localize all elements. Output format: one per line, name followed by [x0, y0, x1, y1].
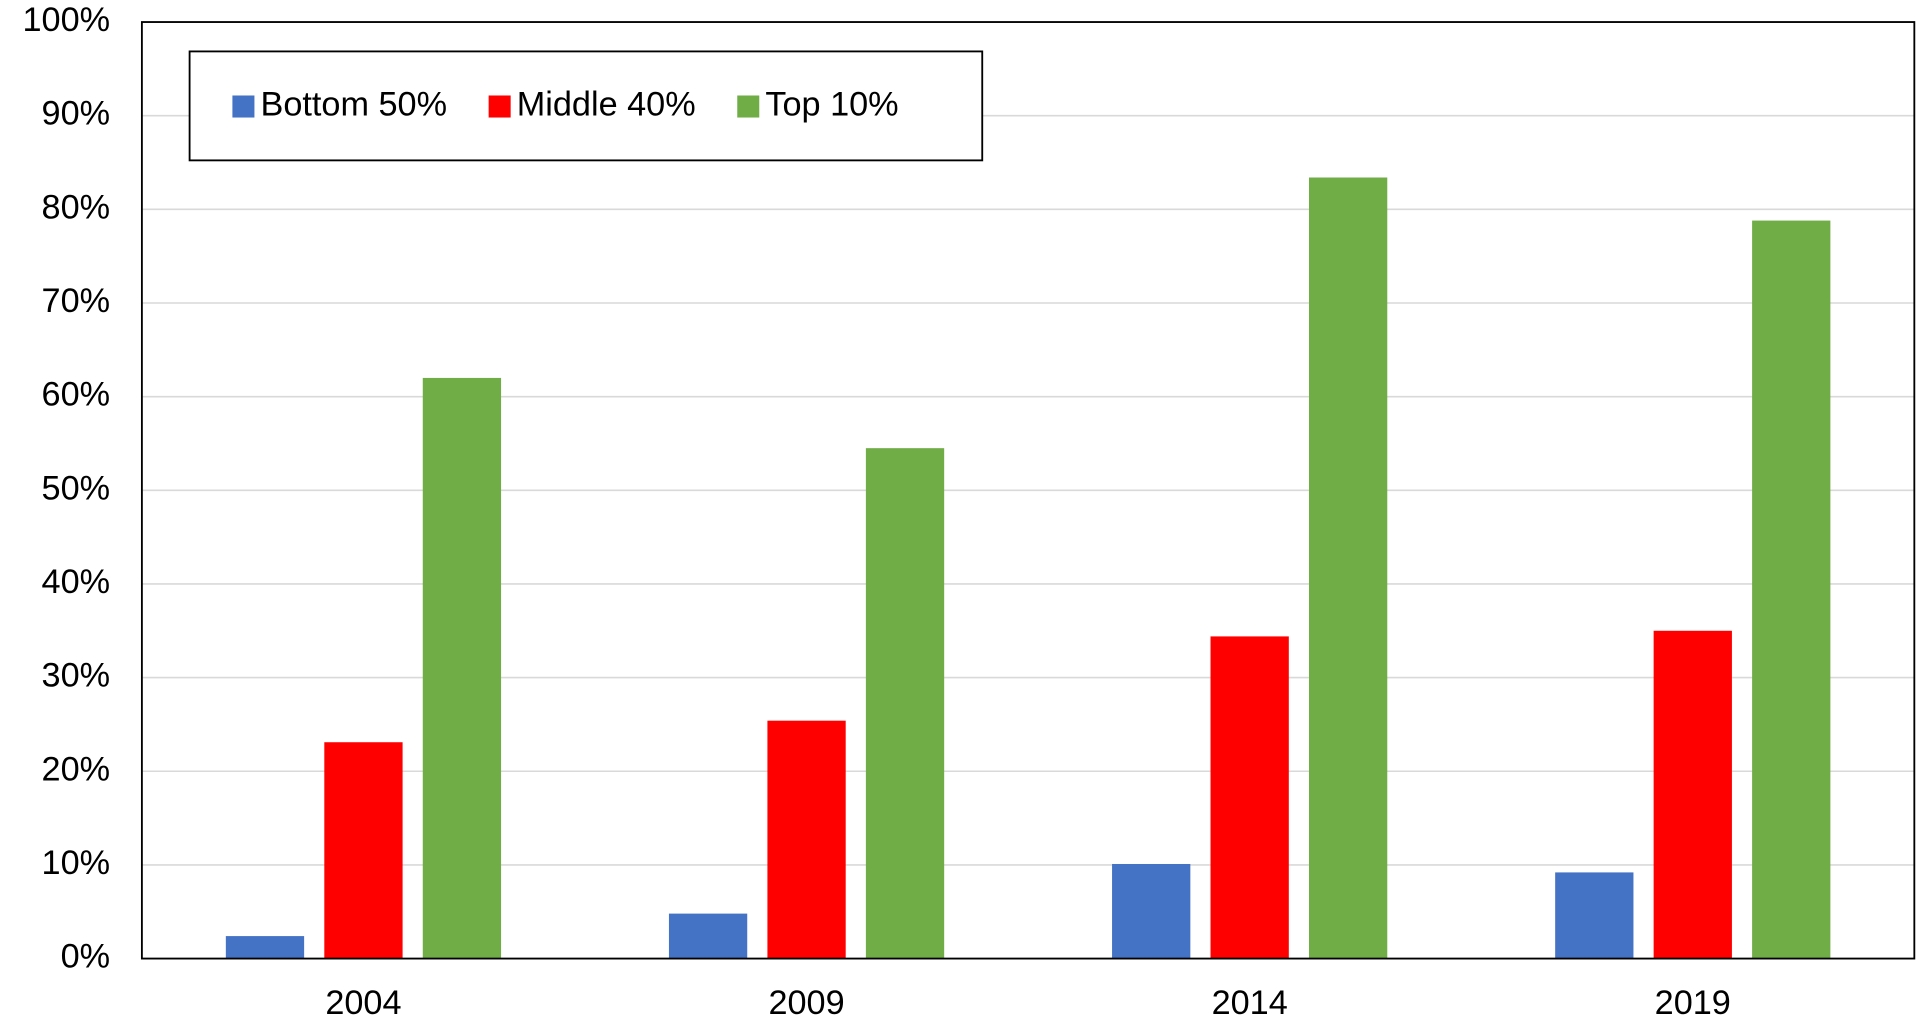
legend-label: Middle 40% — [517, 86, 696, 124]
legend: Bottom 50% Middle 40% Top 10% — [188, 50, 984, 162]
bar — [324, 742, 403, 959]
y-tick-label: 30% — [42, 657, 111, 695]
bar — [1752, 220, 1831, 959]
legend-swatch — [232, 95, 255, 118]
y-tick-label: 50% — [42, 469, 111, 507]
y-tick-label: 70% — [42, 282, 111, 320]
y-tick-label: 10% — [42, 844, 111, 882]
bar — [767, 720, 846, 959]
x-tick-label: 2019 — [1655, 984, 1731, 1021]
legend-swatch — [737, 95, 760, 118]
bar — [422, 377, 502, 959]
plot-frame — [140, 21, 1916, 960]
y-tick-label: 40% — [42, 563, 111, 601]
bar — [668, 913, 748, 959]
y-tick-label: 0% — [61, 938, 110, 976]
bar — [1653, 630, 1732, 959]
legend-label: Top 10% — [765, 86, 898, 124]
x-tick-label: 2009 — [768, 984, 844, 1021]
bar — [225, 936, 305, 959]
x-tick-label: 2004 — [325, 984, 401, 1021]
bar — [865, 448, 945, 959]
y-tick-label: 90% — [42, 95, 111, 133]
legend-swatch — [488, 95, 511, 118]
legend-box — [188, 50, 984, 162]
bar — [1308, 177, 1388, 959]
x-tick-label: 2014 — [1212, 984, 1288, 1021]
legend-label: Bottom 50% — [261, 86, 448, 124]
bar — [1555, 872, 1634, 959]
y-tick-label: 100% — [23, 1, 111, 39]
bar — [1112, 863, 1191, 959]
bar — [1210, 636, 1289, 959]
y-tick-label: 20% — [42, 750, 111, 788]
y-tick-label: 60% — [42, 376, 111, 414]
y-tick-label: 80% — [42, 188, 111, 226]
